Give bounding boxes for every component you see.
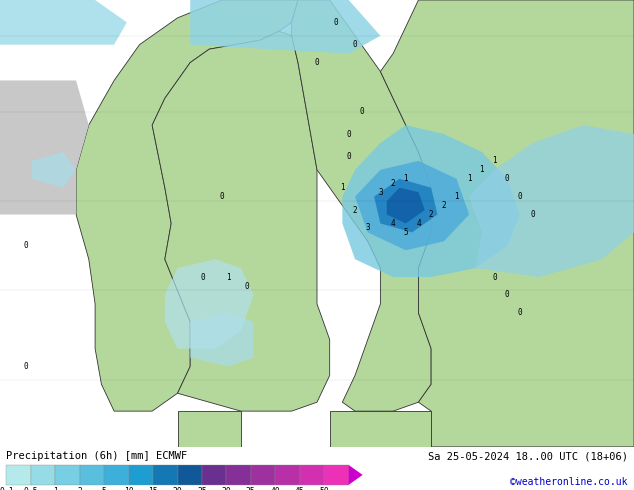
Text: 1: 1 [467, 174, 472, 183]
Polygon shape [190, 313, 254, 367]
Text: Sa 25-05-2024 18..00 UTC (18+06): Sa 25-05-2024 18..00 UTC (18+06) [428, 451, 628, 461]
Text: 0: 0 [245, 281, 250, 291]
Polygon shape [190, 0, 380, 53]
Bar [251, 465, 275, 485]
Text: 4: 4 [391, 219, 396, 228]
Text: 30: 30 [221, 487, 231, 490]
Text: 0: 0 [23, 241, 28, 250]
Text: 3: 3 [378, 188, 383, 196]
Bar [202, 465, 226, 485]
Text: 15: 15 [148, 487, 158, 490]
Text: 5: 5 [101, 487, 107, 490]
Text: 0: 0 [346, 152, 351, 161]
Text: 0: 0 [492, 272, 497, 282]
Bar [55, 465, 80, 485]
Text: 0: 0 [359, 107, 364, 116]
Text: 20: 20 [172, 487, 183, 490]
Bar [31, 465, 55, 485]
FancyArrow shape [349, 465, 363, 485]
Text: 1: 1 [340, 183, 345, 192]
Text: 40: 40 [271, 487, 280, 490]
Bar [129, 465, 153, 485]
Text: 2: 2 [77, 487, 82, 490]
Polygon shape [32, 152, 76, 188]
Text: 45: 45 [295, 487, 305, 490]
Polygon shape [355, 161, 469, 250]
Text: ©weatheronline.co.uk: ©weatheronline.co.uk [510, 477, 628, 487]
Text: 35: 35 [246, 487, 256, 490]
Bar [104, 465, 129, 485]
Text: 2: 2 [391, 179, 396, 188]
Bar [324, 465, 349, 485]
Text: 1: 1 [403, 174, 408, 183]
Polygon shape [342, 125, 520, 277]
Text: 0: 0 [23, 362, 28, 371]
Text: 0: 0 [517, 308, 522, 318]
Bar [80, 465, 104, 485]
Polygon shape [0, 0, 127, 45]
Text: 5: 5 [403, 228, 408, 237]
Text: 0.5: 0.5 [23, 487, 38, 490]
Bar [226, 465, 251, 485]
Text: Precipitation (6h) [mm] ECMWF: Precipitation (6h) [mm] ECMWF [6, 451, 188, 461]
Text: 0.1: 0.1 [0, 487, 14, 490]
Bar [275, 465, 300, 485]
Text: 2: 2 [441, 201, 446, 210]
Polygon shape [374, 179, 437, 232]
Text: 0: 0 [200, 272, 205, 282]
Text: 0: 0 [219, 192, 224, 201]
Bar [300, 465, 324, 485]
Polygon shape [165, 259, 254, 348]
Polygon shape [387, 188, 425, 223]
Text: 1: 1 [226, 272, 231, 282]
Text: 0: 0 [530, 210, 535, 219]
Polygon shape [469, 125, 634, 277]
Text: 1: 1 [479, 165, 484, 174]
Text: 0: 0 [314, 58, 320, 67]
Text: 0: 0 [346, 129, 351, 139]
Text: 2: 2 [353, 205, 358, 215]
Text: 3: 3 [365, 223, 370, 232]
Bar [178, 465, 202, 485]
Polygon shape [380, 0, 634, 447]
Text: 0: 0 [505, 174, 510, 183]
Polygon shape [330, 411, 431, 447]
Polygon shape [76, 0, 298, 411]
Bar [6, 465, 31, 485]
Text: 10: 10 [124, 487, 134, 490]
Polygon shape [178, 411, 241, 447]
Text: 1: 1 [492, 156, 497, 166]
Text: 0: 0 [353, 40, 358, 49]
Polygon shape [0, 80, 89, 215]
Text: 50: 50 [320, 487, 329, 490]
Text: 0: 0 [333, 18, 339, 27]
Polygon shape [152, 31, 330, 411]
Text: 25: 25 [197, 487, 207, 490]
Text: 2: 2 [429, 210, 434, 219]
Text: 1: 1 [53, 487, 58, 490]
Bar [153, 465, 178, 485]
Polygon shape [292, 0, 431, 411]
Text: 1: 1 [454, 192, 459, 201]
Text: 0: 0 [517, 192, 522, 201]
Text: 4: 4 [416, 219, 421, 228]
Text: 0: 0 [505, 291, 510, 299]
